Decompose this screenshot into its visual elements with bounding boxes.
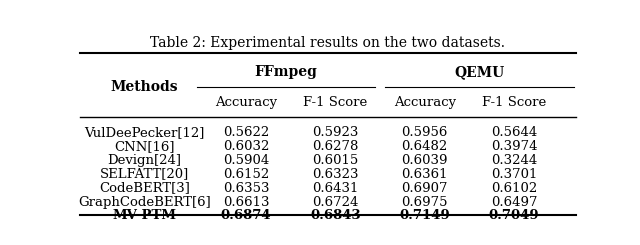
Text: 0.5956: 0.5956 bbox=[401, 126, 448, 139]
Text: 0.6874: 0.6874 bbox=[221, 209, 271, 222]
Text: 0.6015: 0.6015 bbox=[312, 154, 358, 167]
Text: QEMU: QEMU bbox=[454, 65, 504, 79]
Text: 0.6278: 0.6278 bbox=[312, 140, 358, 153]
Text: Accuracy: Accuracy bbox=[215, 96, 277, 109]
Text: 0.5622: 0.5622 bbox=[223, 126, 269, 139]
Text: FFmpeg: FFmpeg bbox=[255, 65, 317, 79]
Text: 0.6482: 0.6482 bbox=[401, 140, 448, 153]
Text: 0.3974: 0.3974 bbox=[491, 140, 537, 153]
Text: MV-PTM: MV-PTM bbox=[113, 209, 177, 222]
Text: Table 2: Experimental results on the two datasets.: Table 2: Experimental results on the two… bbox=[150, 36, 506, 50]
Text: F-1 Score: F-1 Score bbox=[303, 96, 367, 109]
Text: 0.3244: 0.3244 bbox=[491, 154, 537, 167]
Text: 0.6843: 0.6843 bbox=[310, 209, 361, 222]
Text: 0.6361: 0.6361 bbox=[401, 168, 448, 181]
Text: VulDeePecker[12]: VulDeePecker[12] bbox=[84, 126, 205, 139]
Text: 0.6032: 0.6032 bbox=[223, 140, 269, 153]
Text: 0.6152: 0.6152 bbox=[223, 168, 269, 181]
Text: GraphCodeBERT[6]: GraphCodeBERT[6] bbox=[78, 196, 211, 208]
Text: 0.6724: 0.6724 bbox=[312, 196, 358, 208]
Text: 0.6353: 0.6353 bbox=[223, 182, 269, 195]
Text: Accuracy: Accuracy bbox=[394, 96, 456, 109]
Text: 0.6039: 0.6039 bbox=[401, 154, 448, 167]
Text: 0.3701: 0.3701 bbox=[491, 168, 537, 181]
Text: 0.6497: 0.6497 bbox=[491, 196, 537, 208]
Text: 0.6975: 0.6975 bbox=[401, 196, 448, 208]
Text: SELFATT[20]: SELFATT[20] bbox=[100, 168, 189, 181]
Text: 0.6323: 0.6323 bbox=[312, 168, 358, 181]
Text: 0.6907: 0.6907 bbox=[401, 182, 448, 195]
Text: 0.5923: 0.5923 bbox=[312, 126, 358, 139]
Text: F-1 Score: F-1 Score bbox=[482, 96, 546, 109]
Text: 0.6613: 0.6613 bbox=[223, 196, 269, 208]
Text: CNN[16]: CNN[16] bbox=[114, 140, 175, 153]
Text: CodeBERT[3]: CodeBERT[3] bbox=[99, 182, 190, 195]
Text: Methods: Methods bbox=[111, 80, 179, 94]
Text: Devign[24]: Devign[24] bbox=[108, 154, 182, 167]
Text: 0.5904: 0.5904 bbox=[223, 154, 269, 167]
Text: 0.6102: 0.6102 bbox=[491, 182, 537, 195]
Text: 0.7149: 0.7149 bbox=[399, 209, 450, 222]
Text: 0.6431: 0.6431 bbox=[312, 182, 358, 195]
Text: 0.5644: 0.5644 bbox=[491, 126, 537, 139]
Text: 0.7049: 0.7049 bbox=[489, 209, 540, 222]
